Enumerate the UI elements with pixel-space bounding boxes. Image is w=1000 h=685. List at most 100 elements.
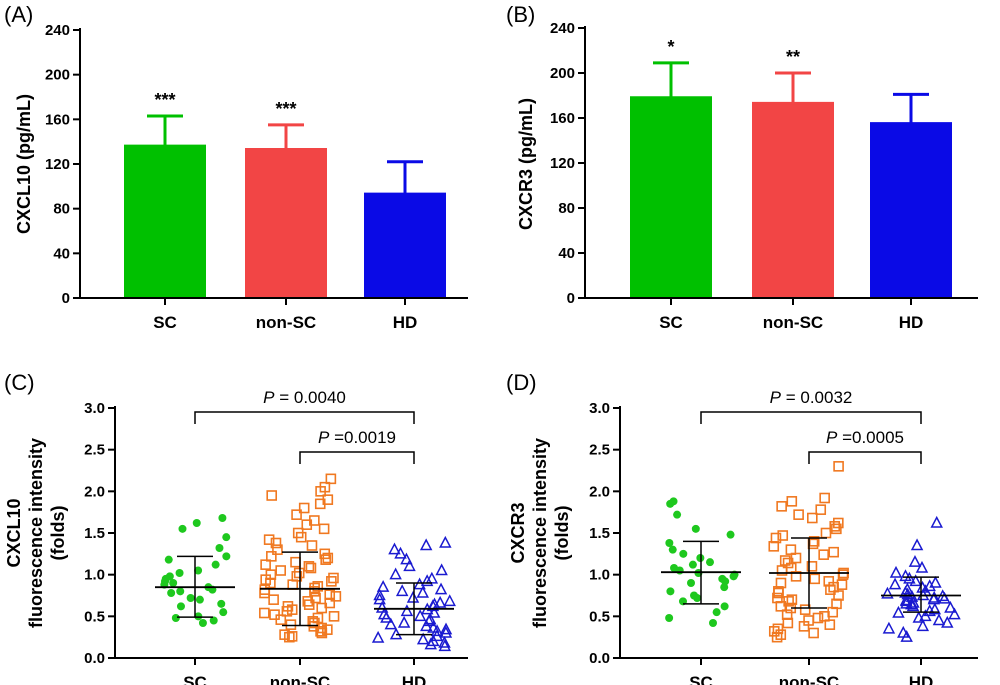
data-point [923,579,936,592]
data-point [438,639,452,652]
data-point [907,595,920,608]
data-point [218,514,227,522]
data-point [325,473,337,485]
data-point [318,523,330,535]
y-tick-label: 3.0 [84,400,105,417]
x-tick-label: non-SC [256,313,316,332]
panel-c: (C) 0.0 0.5 1.0 1.5 2.0 2.5 3.0 SC non-SC HD CXCL10… [4,370,468,685]
bar [752,103,834,297]
data-point [798,621,810,632]
data-point [831,523,842,535]
x-tick-label: non-SC [779,673,839,685]
data-point [295,531,307,543]
data-point [793,509,804,520]
panel-d: (D) 0.0 0.5 1.0 1.5 2.0 2.5 3.0 SC non-SC HD CXCR3 f… [506,370,978,685]
y-axis-title-line: CXCR3 [508,502,528,563]
panel-label: (B) [506,2,535,27]
y-axis-title-line: fluorescence intensity [530,438,550,628]
data-point [266,490,278,501]
data-point [298,502,310,514]
data-point [720,583,729,592]
data-point [705,558,714,567]
data-point [776,565,788,576]
data-point [413,577,426,590]
data-point [380,610,393,623]
data-point [305,562,317,574]
data-point [665,539,674,547]
data-point [275,614,287,625]
y-tick-label: 80 [53,201,70,218]
bar [124,146,206,297]
data-point [919,609,932,622]
data-point [222,552,231,561]
p-value-text: =0.0019 [329,428,396,447]
panel-label: (C) [4,370,35,395]
data-point [820,527,832,539]
data-point [285,619,297,630]
data-point [259,607,270,619]
data-point [666,499,675,508]
data-point [211,560,220,569]
data-point [215,544,224,552]
y-tick-label: 160 [45,111,70,128]
data-point [316,602,328,614]
data-point [424,637,437,650]
data-point [932,613,946,626]
data-point [729,572,738,581]
data-point [316,627,328,639]
data-point [314,498,326,510]
data-point [687,579,696,587]
y-tick-label: 2.0 [589,483,610,500]
data-point [397,615,411,628]
data-point [779,555,791,566]
data-point [915,560,929,573]
data-point [808,627,819,639]
data-point [315,486,326,497]
data-point [928,602,942,615]
data-point [263,534,275,545]
y-axis-title: CXCR3 fluorescence intensity (folds) [508,438,572,628]
data-point [726,530,735,539]
data-point [290,556,301,568]
y-axis-title: CXCL10 (pg/mL) [14,94,34,234]
data-point [912,610,926,623]
p-symbol: P [826,428,838,447]
comparison-bracket [194,411,415,424]
y-axis-title-line: (folds) [552,506,572,561]
data-point [790,571,802,582]
data-point [259,587,270,599]
data-point [916,619,930,632]
x-tick-label: HD [393,313,418,332]
data-point [899,594,913,607]
y-tick-label: 200 [45,67,70,84]
x-tick-label: non-SC [763,313,823,332]
y-tick-label: 0.0 [84,650,105,667]
y-tick-label: 2.0 [84,483,105,500]
data-point [435,563,448,576]
y-tick-label: 240 [550,20,575,37]
data-point [712,608,721,617]
data-point [394,546,407,559]
data-point [679,549,688,558]
data-point [427,605,441,618]
data-point [673,510,682,519]
x-tick-label: HD [402,673,427,685]
data-point [777,530,789,541]
data-point [430,624,444,637]
panel-a: (A) 0 40 80 120 160 200 240 SC non-SC HD CXCL10 (pg… [4,2,468,332]
y-axis-title: CXCL10 fluorescence intensity (folds) [4,438,68,628]
data-point [403,559,416,572]
data-point [322,624,333,635]
data-point [709,619,718,627]
data-point [948,607,961,620]
data-point [806,561,818,572]
data-point [175,569,184,577]
y-tick-label: 2.5 [84,442,105,459]
y-tick-label: 2.5 [589,442,610,459]
data-point [434,582,448,595]
p-value-label: P = 0.0040 [263,388,346,407]
bar [870,123,952,297]
data-point [768,541,780,552]
data-point [905,597,918,610]
p-value-text: = 0.0032 [781,388,852,407]
